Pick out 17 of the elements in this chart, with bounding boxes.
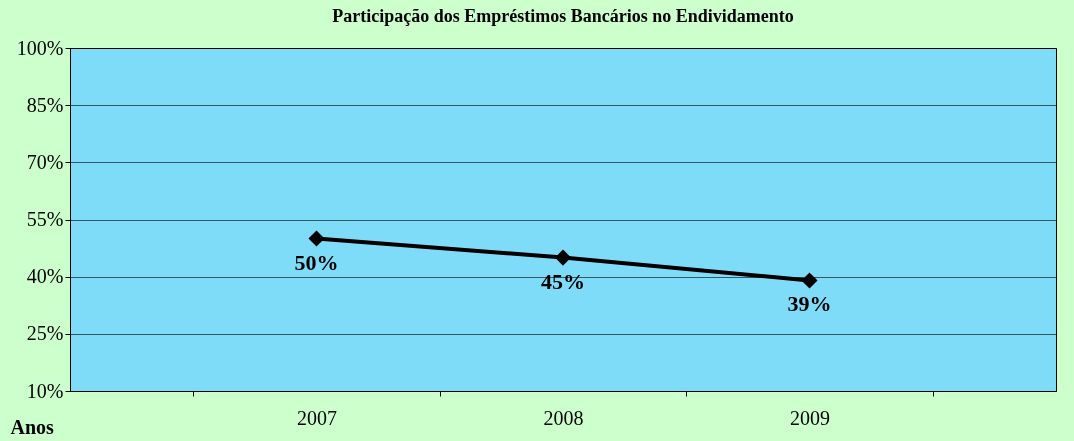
point xyxy=(308,230,325,247)
y-tick-label: 25% xyxy=(26,322,64,345)
x-tick-label: 2007 xyxy=(297,406,337,429)
y-tick-label: 85% xyxy=(26,93,64,116)
point xyxy=(554,249,572,266)
point xyxy=(801,272,818,289)
y-tick-label: 55% xyxy=(26,208,64,230)
y-tick-label: 70% xyxy=(26,150,64,173)
x-tick-label: 2009 xyxy=(790,406,830,429)
y-tick-label: 10% xyxy=(26,379,64,402)
y-tick-label: 40% xyxy=(26,265,64,288)
data-label: 39% xyxy=(787,291,832,317)
chart-title: Participação dos Empréstimos Bancários no Endividamento xyxy=(332,6,794,26)
x-axis-title: Anos xyxy=(10,415,55,438)
data-label: 50% xyxy=(294,249,339,275)
x-tick-label: 2008 xyxy=(543,406,584,429)
y-tick-label: 100% xyxy=(16,36,64,59)
